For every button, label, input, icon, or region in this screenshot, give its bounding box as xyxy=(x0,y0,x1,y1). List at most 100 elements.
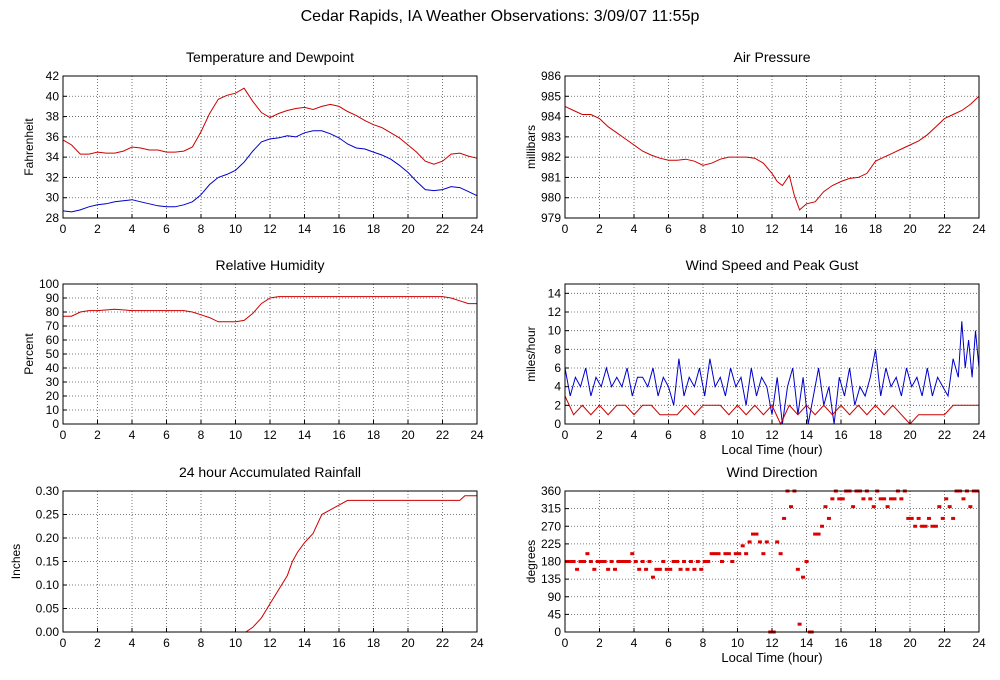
data-point xyxy=(851,505,856,509)
data-point xyxy=(602,560,607,563)
y-tick-label: 0.00 xyxy=(36,625,60,639)
data-point xyxy=(664,567,669,571)
data-point xyxy=(744,552,749,556)
data-point xyxy=(592,567,597,571)
data-point xyxy=(913,524,918,528)
data-point xyxy=(661,560,666,563)
data-point xyxy=(947,505,952,509)
y-tick-label: 60 xyxy=(46,333,60,347)
data-point xyxy=(623,560,628,563)
y-axis-label: Inches xyxy=(9,544,23,579)
x-tick-label: 16 xyxy=(332,222,346,236)
data-point xyxy=(581,560,586,563)
series-line-1 xyxy=(63,495,477,633)
x-tick-label: 2 xyxy=(94,428,101,442)
data-point xyxy=(575,567,580,571)
data-point xyxy=(916,516,921,520)
y-tick-label: 0 xyxy=(554,417,561,431)
x-tick-label: 18 xyxy=(367,636,381,650)
y-tick-label: 40 xyxy=(46,89,60,103)
data-point xyxy=(609,560,614,563)
data-point xyxy=(861,497,866,501)
data-point xyxy=(813,532,818,536)
x-tick-label: 2 xyxy=(596,222,603,236)
data-point xyxy=(716,552,721,556)
y-tick-label: 983 xyxy=(541,130,561,144)
x-tick-label: 12 xyxy=(765,428,779,442)
x-tick-label: 8 xyxy=(700,428,707,442)
y-tick-label: 28 xyxy=(46,211,60,225)
data-point xyxy=(761,552,766,556)
x-tick-label: 0 xyxy=(60,636,67,650)
y-tick-label: 225 xyxy=(541,537,561,551)
chart-title: Wind Direction xyxy=(726,464,817,480)
data-point xyxy=(588,560,593,563)
x-tick-label: 8 xyxy=(700,636,707,650)
data-point xyxy=(782,516,787,520)
data-point xyxy=(778,552,783,556)
data-point xyxy=(568,560,573,563)
y-tick-label: 80 xyxy=(46,305,60,319)
chart-title: Air Pressure xyxy=(733,49,810,65)
y-tick-label: 8 xyxy=(554,342,561,356)
data-point xyxy=(944,497,949,501)
y-tick-label: 0.25 xyxy=(36,508,60,522)
x-tick-label: 22 xyxy=(436,636,450,650)
data-point xyxy=(585,552,590,556)
data-point xyxy=(837,497,842,501)
series-line-2 xyxy=(62,130,478,213)
data-point xyxy=(723,552,728,556)
chart-title: Wind Speed and Peak Gust xyxy=(686,257,859,273)
y-tick-label: 135 xyxy=(541,572,561,586)
data-point xyxy=(595,560,600,563)
x-tick-label: 10 xyxy=(229,222,243,236)
data-point xyxy=(654,567,659,571)
y-tick-label: 38 xyxy=(46,110,60,124)
data-point xyxy=(816,532,821,536)
chart-title: Temperature and Dewpoint xyxy=(186,49,354,65)
x-tick-label: 20 xyxy=(401,428,415,442)
data-point xyxy=(626,560,631,563)
data-point xyxy=(889,497,894,501)
y-tick-label: 12 xyxy=(548,305,562,319)
data-point xyxy=(788,505,793,509)
x-tick-label: 20 xyxy=(903,636,917,650)
x-tick-label: 6 xyxy=(163,222,170,236)
y-tick-label: 0.30 xyxy=(36,484,60,498)
x-tick-label: 6 xyxy=(665,636,672,650)
x-tick-label: 22 xyxy=(436,222,450,236)
y-tick-label: 70 xyxy=(46,319,60,333)
x-tick-label: 16 xyxy=(332,428,346,442)
y-tick-label: 30 xyxy=(46,191,60,205)
y-tick-label: 0 xyxy=(554,625,561,639)
data-point xyxy=(882,497,887,501)
data-point xyxy=(688,560,693,563)
data-point xyxy=(830,497,835,501)
x-tick-label: 14 xyxy=(800,222,814,236)
y-tick-label: 985 xyxy=(541,89,561,103)
x-tick-label: 4 xyxy=(129,222,136,236)
data-point xyxy=(899,497,904,501)
x-tick-label: 20 xyxy=(903,428,917,442)
data-point xyxy=(740,544,745,548)
y-tick-label: 20 xyxy=(46,389,60,403)
y-tick-label: 180 xyxy=(541,555,561,569)
data-point xyxy=(606,567,611,571)
y-tick-label: 0.20 xyxy=(36,531,60,545)
data-point xyxy=(733,552,738,556)
y-tick-label: 0.10 xyxy=(36,578,60,592)
y-tick-label: 981 xyxy=(541,170,561,184)
x-tick-label: 24 xyxy=(972,222,986,236)
y-tick-label: 360 xyxy=(541,484,561,498)
data-point xyxy=(692,567,697,571)
y-tick-label: 0.15 xyxy=(36,555,60,569)
data-point xyxy=(682,560,687,563)
x-tick-label: 6 xyxy=(163,428,170,442)
x-tick-label: 4 xyxy=(631,636,638,650)
x-tick-label: 12 xyxy=(765,222,779,236)
